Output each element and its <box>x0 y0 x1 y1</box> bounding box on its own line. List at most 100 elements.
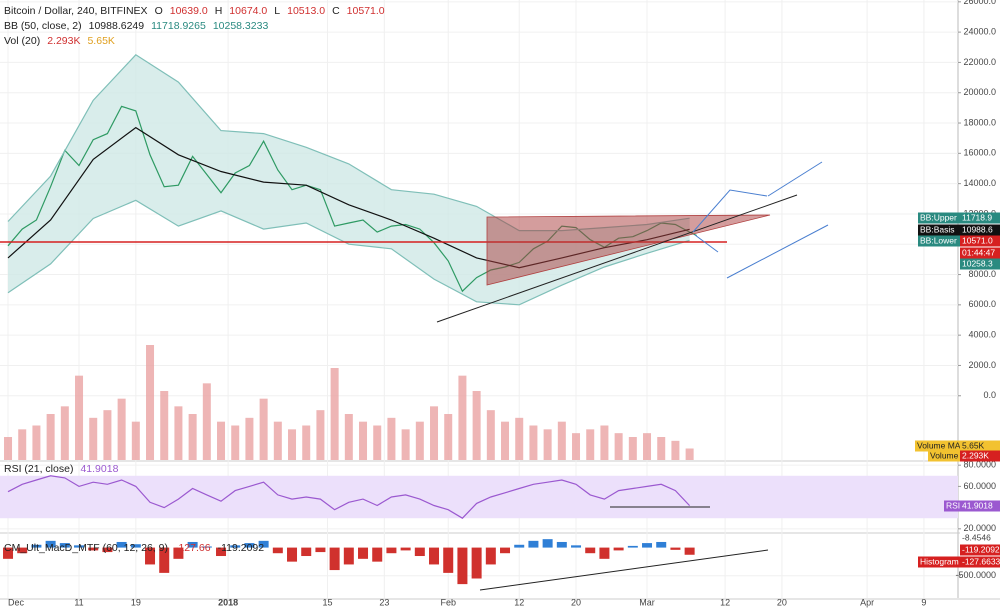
tag-value-bg <box>960 212 1000 224</box>
x-tick-label: Apr <box>860 597 874 607</box>
tag-value-bg <box>960 450 1000 462</box>
y-tick-label: 80.0000 <box>963 460 996 470</box>
histogram-bar <box>116 541 127 548</box>
histogram-bar <box>159 547 170 573</box>
volume-bar <box>316 410 325 460</box>
histogram-bar <box>457 547 468 585</box>
histogram-bar <box>287 547 298 562</box>
histogram-bar <box>485 547 496 565</box>
legend-text: L <box>274 5 280 17</box>
tag-value-bg <box>960 235 1000 247</box>
histogram-bar <box>244 543 255 548</box>
volume-bar <box>117 398 126 460</box>
tag-label-bg <box>918 212 960 224</box>
trend-line <box>436 194 798 323</box>
y-tick-label: -500.0000 <box>955 570 996 580</box>
histogram-bar <box>258 540 269 548</box>
volume-bar <box>75 375 84 460</box>
legend-text: C <box>332 5 340 17</box>
tag-value: -127.6633 <box>962 556 1000 566</box>
y-tick-label: 20.0000 <box>963 523 996 533</box>
legend-text: 10988.6249 <box>89 20 145 32</box>
histogram-bar <box>201 546 212 548</box>
legend-text: Bitcoin / Dollar, 240, BITFINEX <box>4 5 148 17</box>
x-tick-label: 15 <box>323 597 333 607</box>
volume-bar <box>46 414 55 460</box>
tag-value: 11718.9 <box>962 212 992 222</box>
histogram-bar <box>642 543 653 548</box>
tag-label-bg <box>928 450 960 462</box>
tag-value: 10571.0 <box>962 235 993 245</box>
histogram-bar <box>102 547 113 553</box>
volume-bar <box>330 368 339 460</box>
projection-arrow <box>692 189 768 233</box>
tag-label: Volume <box>930 450 959 460</box>
histogram-bar <box>130 544 141 548</box>
tag-value-bg <box>960 224 1000 236</box>
histogram-bar <box>216 547 227 557</box>
legend-text: RSI (21, close) <box>4 463 73 475</box>
tag-value-bg <box>960 556 1000 568</box>
volume-bar <box>657 437 666 460</box>
projection-arrow <box>726 224 829 279</box>
histogram-bar <box>656 541 667 548</box>
legend-text: CM_Ult_MacD_MTF (60, 12, 26, 9) <box>4 542 168 554</box>
volume-bar <box>131 421 140 460</box>
tag-label: BB:Upper <box>920 212 957 222</box>
volume-bar <box>146 345 155 460</box>
histogram-bar <box>571 545 582 548</box>
tag-value-bg <box>960 440 1000 452</box>
histogram-bar <box>542 539 553 548</box>
volume-bar <box>643 433 652 460</box>
histogram-bar <box>627 545 638 548</box>
rsi-band <box>0 475 958 519</box>
histogram-bar <box>471 547 482 579</box>
volume-bar <box>245 417 254 460</box>
volume-bar <box>4 437 13 460</box>
tag-value: 5.65K <box>962 440 985 450</box>
y-tick-label: 26000.0 <box>963 0 996 6</box>
volume-bar <box>89 417 98 460</box>
projection-arrow <box>767 161 823 197</box>
histogram-bar <box>173 547 184 559</box>
tag-value: 41.9018 <box>962 500 993 510</box>
x-tick-label: 2018 <box>218 597 238 607</box>
x-tick-label: 12 <box>514 597 524 607</box>
legend-text: 41.9018 <box>80 463 118 475</box>
histogram-bar <box>372 547 383 562</box>
legend-text: BB (50, close, 2) <box>4 20 82 32</box>
volume-bar <box>472 391 481 460</box>
histogram-bar <box>74 545 85 548</box>
legend-text: 11718.9265 <box>151 20 206 32</box>
x-tick-label: 20 <box>777 597 787 607</box>
volume-bar <box>529 425 538 460</box>
x-tick-label: Dec <box>8 597 25 607</box>
histogram-bar <box>59 543 70 548</box>
legend-text: -127.66 <box>175 542 211 554</box>
x-tick-label: Mar <box>639 597 655 607</box>
histogram-bar <box>684 547 695 555</box>
drawings <box>0 161 829 591</box>
volume-bar <box>160 391 169 460</box>
tag-value: -119.2092 <box>962 544 1000 554</box>
histogram-bar <box>31 544 42 548</box>
x-tick-label: 23 <box>379 597 389 607</box>
projection-arrow <box>694 234 719 253</box>
histogram-bar <box>500 547 511 554</box>
macd-trend-line <box>479 549 769 591</box>
volume-bar <box>614 433 623 460</box>
volume-bar <box>359 421 368 460</box>
y-tick-label: 14000.0 <box>963 178 996 188</box>
volume-bar <box>415 421 424 460</box>
volume-bar <box>273 421 282 460</box>
legend-text: Vol (20) <box>4 35 40 47</box>
histogram-bar <box>599 547 610 559</box>
histogram-bar <box>514 544 525 548</box>
histogram-bar <box>187 541 198 548</box>
histogram-bar <box>3 547 14 559</box>
volume-bar <box>60 406 69 460</box>
tag-label: BB:Lower <box>920 235 957 245</box>
volume-bar <box>174 406 183 460</box>
y-tick-label: 4000.0 <box>968 330 996 340</box>
